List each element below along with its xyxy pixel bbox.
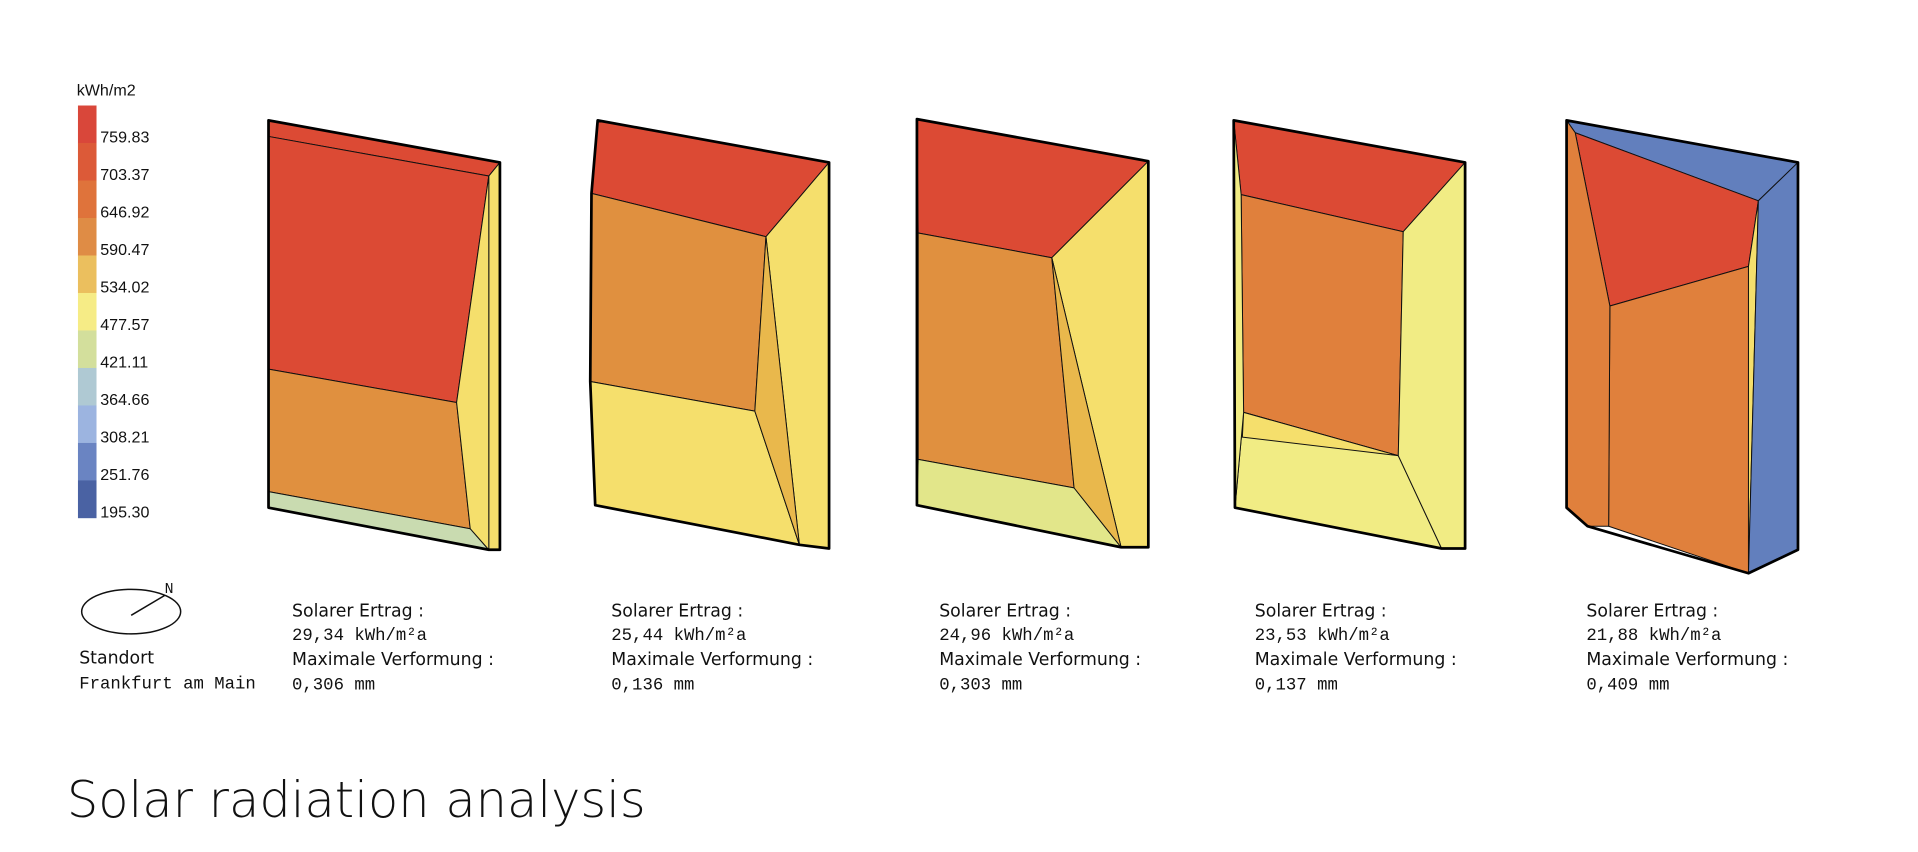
legend-swatch	[77, 292, 97, 331]
legend-label: 421.11	[100, 354, 148, 372]
legend-swatch	[77, 405, 97, 444]
deformation-label: Maximale Verformung :	[1255, 650, 1457, 670]
panel-face	[1051, 257, 1122, 548]
yield-label: Solarer Ertrag :	[611, 602, 743, 622]
legend-label: 590.47	[100, 241, 149, 259]
yield-value: 23,53 kWh/m²a	[1255, 627, 1390, 646]
legend-swatch	[77, 480, 97, 519]
north-label: N	[165, 582, 174, 598]
compass	[80, 588, 182, 635]
panel-face	[268, 135, 490, 403]
deformation-label: Maximale Verformung :	[292, 650, 494, 670]
legend-label: 195.30	[100, 504, 149, 522]
panel-outline	[1565, 118, 1800, 575]
deformation-value: 0,137 mm	[1255, 677, 1338, 696]
legend-swatch	[77, 217, 97, 256]
legend-swatch	[77, 330, 97, 369]
yield-label: Solarer Ertrag :	[1586, 602, 1718, 622]
legend-label: 364.66	[100, 391, 149, 409]
panel-outline	[267, 118, 502, 552]
panel-face	[1608, 265, 1749, 574]
panel-face	[1241, 411, 1399, 457]
deformation-value: 0,306 mm	[292, 677, 375, 696]
yield-value: 25,44 kWh/m²a	[611, 627, 746, 646]
deformation-label: Maximale Verformung :	[1586, 650, 1788, 670]
page-title: Solar radiation analysis	[67, 771, 646, 829]
yield-value: 24,96 kWh/m²a	[939, 627, 1074, 646]
deformation-value: 0,409 mm	[1586, 677, 1669, 696]
panel-face	[917, 232, 1075, 489]
legend-swatch	[77, 105, 97, 144]
yield-value: 29,34 kWh/m²a	[292, 627, 427, 646]
legend-label: 477.57	[100, 316, 149, 334]
location-city: Frankfurt am Main	[79, 675, 256, 694]
deformation-value: 0,136 mm	[611, 677, 694, 696]
deformation-label: Maximale Verformung :	[611, 650, 813, 670]
compass-needle	[130, 594, 165, 616]
legend-swatch	[77, 143, 97, 181]
panel-face	[488, 161, 501, 551]
legend-swatch	[77, 180, 97, 219]
legend-label: 703.37	[100, 166, 149, 184]
panel-face	[754, 236, 800, 546]
panel-outline	[588, 118, 831, 550]
panel-outline	[1232, 118, 1467, 550]
legend-swatch	[77, 367, 97, 406]
panel-outline	[915, 117, 1150, 549]
yield-label: Solarer Ertrag :	[1255, 602, 1387, 622]
legend-swatch	[77, 442, 97, 481]
legend-swatch	[77, 255, 97, 294]
panel-face	[1240, 194, 1404, 457]
location-label: Standort	[79, 649, 154, 669]
legend-unit: kWh/m2	[77, 82, 136, 100]
legend-label: 308.21	[100, 429, 149, 447]
yield-value: 21,88 kWh/m²a	[1586, 627, 1721, 646]
yield-label: Solarer Ertrag :	[292, 602, 424, 622]
legend-label: 759.83	[100, 129, 149, 147]
yield-label: Solarer Ertrag :	[939, 602, 1071, 622]
legend-label: 534.02	[100, 279, 149, 297]
legend-label: 251.76	[100, 466, 149, 484]
legend-label: 646.92	[100, 204, 149, 222]
deformation-label: Maximale Verformung :	[939, 650, 1141, 670]
deformation-value: 0,303 mm	[939, 677, 1022, 696]
